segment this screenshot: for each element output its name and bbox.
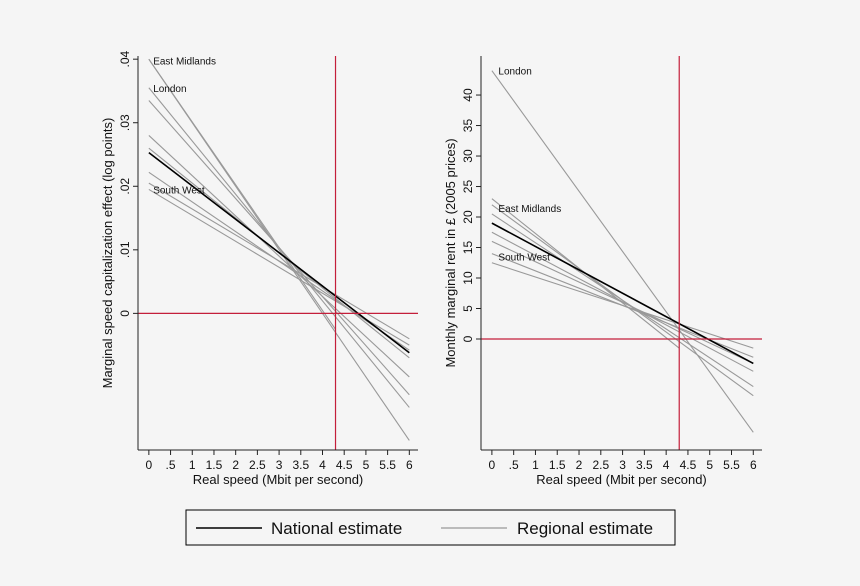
legend: National estimate Regional estimate (185, 509, 676, 546)
left-y-axis-label: Marginal speed capitalization effect (lo… (100, 118, 115, 389)
right-y-tick-label: 35 (461, 119, 475, 133)
left-y-tick-label: 0 (118, 310, 132, 317)
right-x-tick-label: .5 (509, 458, 519, 472)
right-y-tick-label: 5 (461, 305, 475, 312)
legend-national-label: National estimate (271, 519, 402, 538)
right-y-tick-label: 40 (461, 88, 475, 102)
left-x-tick-label: 4.5 (336, 458, 353, 472)
right-x-tick-label: 0 (489, 458, 496, 472)
right-reference-lines (481, 56, 762, 450)
left-x-tick-label: 4 (319, 458, 326, 472)
right-region-annotation: East Midlands (498, 204, 561, 215)
right-panel: 0 .5 1 1.5 2 2.5 3 3.5 4 4.5 5 5.5 6 0 5 10 15 20 25 30 35 40… (443, 56, 762, 487)
left-y-tick-label: .02 (118, 178, 132, 195)
left-region-annotation: South West (153, 185, 205, 196)
right-x-tick-label: 1 (532, 458, 539, 472)
legend-box (185, 509, 676, 546)
right-regional-line-8 (491, 262, 754, 349)
left-x-tick-label: 6 (406, 458, 413, 472)
right-y-tick-label: 30 (461, 149, 475, 163)
left-annotations: East Midlands London South West (153, 56, 216, 196)
right-x-tick-label: 5.5 (723, 458, 740, 472)
left-regional-line-2 (148, 58, 410, 441)
right-regional-line-6 (491, 240, 754, 364)
right-national-line (491, 222, 754, 365)
right-regional-line-4 (491, 213, 754, 388)
right-y-axis-label: Monthly marginal rent in £ (2005 prices) (443, 138, 458, 367)
right-x-tick-label: 6 (750, 458, 757, 472)
right-series-layer (491, 70, 754, 433)
right-x-tick-label: 4 (663, 458, 670, 472)
left-national-line (148, 151, 410, 354)
right-y-tick-label: 10 (461, 271, 475, 285)
left-x-tick-label: .5 (166, 458, 176, 472)
right-region-annotation: South West (498, 253, 550, 264)
left-regional-line-4 (148, 100, 410, 396)
right-x-tick-label: 4.5 (680, 458, 697, 472)
left-x-tick-label: 1 (189, 458, 196, 472)
left-x-tick-label: 3 (276, 458, 283, 472)
left-y-tick-label: .03 (118, 114, 132, 131)
left-axes: 0 .5 1 1.5 2 2.5 3 3.5 4 4.5 5 5.5 6 0 .01 .02 .03 .04 (118, 51, 418, 472)
left-x-tick-label: 2.5 (249, 458, 266, 472)
right-y-tick-label: 25 (461, 180, 475, 194)
right-axes: 0 .5 1 1.5 2 2.5 3 3.5 4 4.5 5 5.5 6 0 5 10 15 20 25 30 35 40 (461, 56, 762, 472)
left-panel: 0 .5 1 1.5 2 2.5 3 3.5 4 4.5 5 5.5 6 0 .01 .02 .03 .04 Ea… (100, 51, 418, 487)
right-x-tick-label: 3.5 (636, 458, 653, 472)
right-x-axis-label: Real speed (Mbit per second) (536, 472, 707, 487)
legend-regional-label: Regional estimate (517, 519, 653, 538)
left-region-annotation: London (153, 84, 186, 95)
left-series-layer (148, 58, 410, 441)
right-region-annotation: London (498, 67, 531, 78)
right-x-tick-label: 1.5 (549, 458, 566, 472)
left-y-tick-label: .04 (118, 51, 132, 68)
left-region-annotation: East Midlands (153, 56, 216, 67)
left-x-tick-label: 3.5 (292, 458, 309, 472)
right-regional-line-5 (491, 231, 754, 372)
left-x-axis-label: Real speed (Mbit per second) (193, 472, 364, 487)
left-x-tick-label: 2 (232, 458, 239, 472)
left-x-tick-label: 1.5 (206, 458, 223, 472)
right-x-tick-label: 3 (619, 458, 626, 472)
right-x-tick-label: 5 (706, 458, 713, 472)
left-y-tick-label: .01 (118, 241, 132, 258)
left-x-tick-label: 0 (146, 458, 153, 472)
right-y-tick-label: 20 (461, 210, 475, 224)
right-regional-line-1 (491, 70, 754, 433)
right-y-tick-label: 0 (461, 335, 475, 342)
left-regional-line-5 (148, 135, 410, 378)
left-x-tick-label: 5 (363, 458, 370, 472)
left-x-tick-label: 5.5 (379, 458, 396, 472)
right-x-tick-label: 2.5 (592, 458, 609, 472)
left-reference-lines (138, 56, 418, 450)
right-annotations: London East Midlands South West (498, 67, 561, 264)
right-y-tick-label: 15 (461, 241, 475, 255)
right-x-tick-label: 2 (576, 458, 583, 472)
